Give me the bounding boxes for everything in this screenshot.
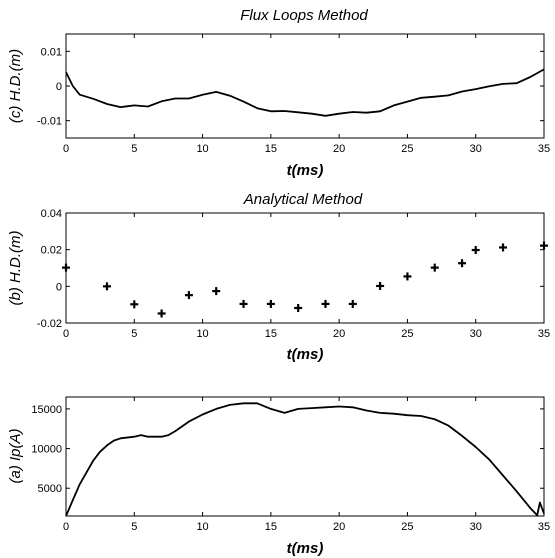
y-tick-label: 0 (56, 81, 62, 93)
panel-b-ylabel: (b) H.D.(m) (7, 231, 24, 306)
x-tick-label: 5 (131, 143, 137, 155)
y-tick-label: -0.02 (37, 318, 62, 330)
data-point-marker (157, 309, 166, 318)
data-point-marker (376, 281, 385, 290)
x-tick-label: 35 (538, 328, 550, 340)
x-tick-label: 20 (333, 521, 345, 533)
data-point-marker (458, 259, 467, 268)
y-tick-label: 10000 (31, 444, 62, 456)
x-tick-label: 30 (470, 143, 482, 155)
panel-b-markers (62, 241, 548, 318)
x-tick-label: 25 (401, 328, 413, 340)
x-tick-label: 5 (131, 328, 137, 340)
panel-c-ticks: 0 5 10 15 20 25 30 35 -0.01 0 0.01 (37, 34, 550, 155)
panel-a-xlabel: t(ms) (287, 540, 324, 557)
data-point-marker (430, 263, 439, 272)
y-tick-label: 0 (56, 281, 62, 293)
panel-b-title: Analytical Method (243, 191, 363, 208)
x-tick-label: 30 (470, 328, 482, 340)
data-point-marker (212, 287, 221, 296)
x-tick-label: 15 (265, 328, 277, 340)
data-point-marker (266, 299, 275, 308)
x-tick-label: 10 (196, 328, 208, 340)
panel-b-xlabel: t(ms) (287, 346, 324, 363)
panel-c-axes-frame (65, 33, 545, 139)
panel-b: Analytical Method 0 5 10 15 20 25 30 35-0.0200.… (7, 191, 550, 363)
x-tick-label: 15 (265, 143, 277, 155)
data-point-marker (130, 300, 139, 309)
panel-b-axes-frame (65, 212, 545, 324)
panel-c-xlabel: t(ms) (287, 162, 324, 179)
data-point-marker (239, 299, 248, 308)
panel-c-title: Flux Loops Method (240, 7, 368, 24)
data-point-marker (294, 303, 303, 312)
y-tick-label: 0.02 (41, 245, 62, 257)
panel-c: Flux Loops Method 0 5 10 15 20 25 30 35 -0.01 0 0.… (7, 7, 550, 179)
x-tick-label: 15 (265, 521, 277, 533)
y-tick-label: -0.01 (37, 116, 62, 128)
panel-c-ylabel: (c) H.D.(m) (7, 49, 24, 123)
panel-c-series-line (65, 68, 545, 117)
data-point-marker (321, 299, 330, 308)
y-tick-label: 0.04 (41, 208, 62, 220)
data-point-marker (403, 272, 412, 281)
panel-a: 0 5 10 15 20 25 30 35 5000 10000 15000 t(ms) (a) I… (7, 396, 550, 557)
x-tick-label: 35 (538, 521, 550, 533)
x-tick-label: 20 (333, 143, 345, 155)
data-point-marker (348, 299, 357, 308)
y-tick-label: 15000 (31, 404, 62, 416)
x-tick-label: 35 (538, 143, 550, 155)
data-point-marker (184, 291, 193, 300)
x-tick-label: 0 (63, 143, 69, 155)
x-tick-label: 25 (401, 143, 413, 155)
data-point-marker (471, 246, 480, 255)
y-tick-label: 5000 (38, 483, 62, 495)
panel-a-axes-frame (65, 396, 545, 517)
x-tick-label: 30 (470, 521, 482, 533)
x-tick-label: 0 (63, 328, 69, 340)
panel-a-ylabel: (a) Ip(A) (7, 428, 24, 483)
x-tick-label: 10 (196, 521, 208, 533)
x-tick-label: 10 (196, 143, 208, 155)
x-tick-label: 5 (131, 521, 137, 533)
data-point-marker (499, 243, 508, 252)
panel-a-ticks: 0 5 10 15 20 25 30 35 5000 10000 15000 (31, 397, 550, 533)
x-tick-label: 0 (63, 521, 69, 533)
panel-a-series-line (65, 402, 545, 517)
y-tick-label: 0.01 (41, 46, 62, 58)
data-point-marker (102, 282, 111, 291)
x-tick-label: 25 (401, 521, 413, 533)
x-tick-label: 20 (333, 328, 345, 340)
